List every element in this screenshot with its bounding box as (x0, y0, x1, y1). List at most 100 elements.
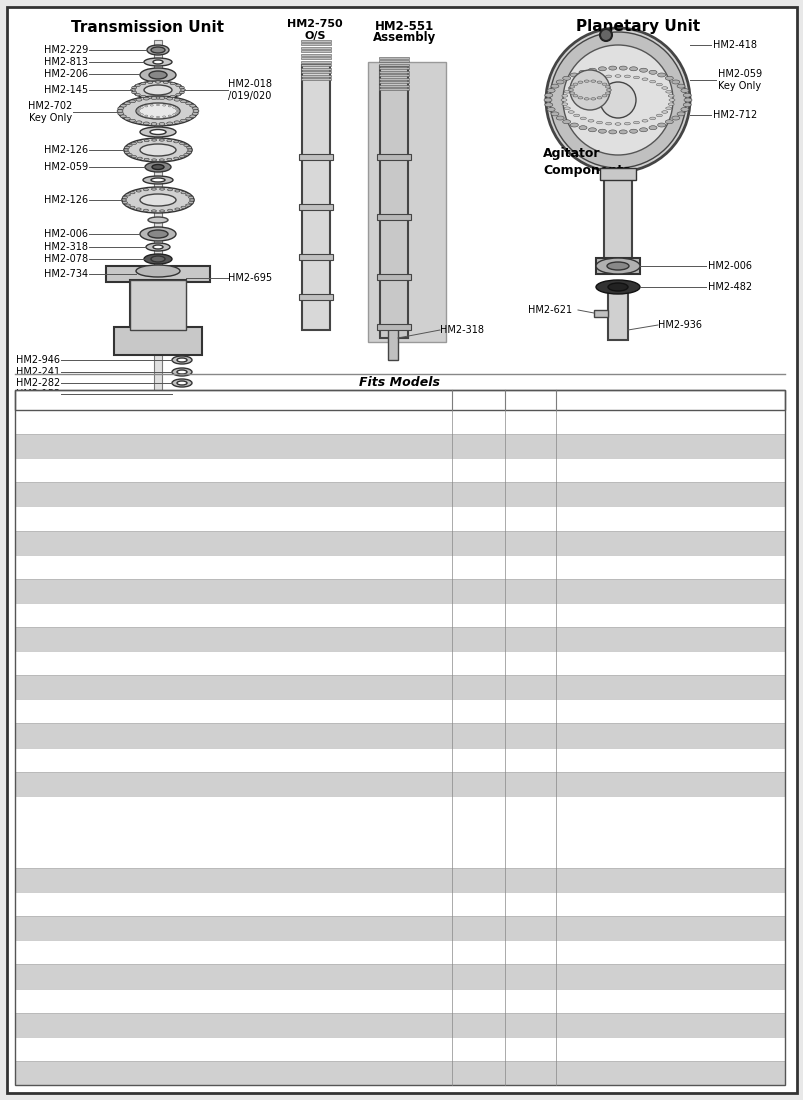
Text: Special Nut: Special Nut (19, 706, 79, 716)
Text: HM2-078: HM2-078 (44, 254, 88, 264)
Text: HM2-418: HM2-418 (657, 755, 704, 764)
Bar (378, 64, 409, 66)
Ellipse shape (132, 86, 137, 89)
Text: A120: A120 (449, 395, 480, 405)
Ellipse shape (649, 80, 655, 82)
Ellipse shape (150, 116, 153, 118)
Text: x: x (514, 514, 520, 524)
Ellipse shape (124, 148, 128, 151)
Ellipse shape (667, 95, 674, 97)
Ellipse shape (137, 112, 141, 113)
Text: 107145: 107145 (557, 586, 597, 596)
Ellipse shape (148, 217, 168, 223)
Ellipse shape (159, 139, 164, 141)
Bar (15, 892, 784, 916)
Text: x: x (462, 634, 467, 643)
Ellipse shape (642, 120, 647, 122)
Circle shape (599, 82, 635, 118)
Text: 12430-17: 12430-17 (557, 730, 607, 740)
Text: 24551: 24551 (557, 827, 590, 837)
Bar (378, 77, 409, 79)
Ellipse shape (561, 95, 567, 97)
Text: HM2-006: HM2-006 (44, 229, 88, 239)
Ellipse shape (153, 245, 163, 249)
Bar (603, 178, 631, 260)
Text: Bearing Shim Washer (.010"): Bearing Shim Washer (.010") (19, 490, 170, 499)
Ellipse shape (584, 80, 589, 82)
Ellipse shape (137, 110, 140, 112)
Text: HM2-153: HM2-153 (657, 609, 704, 620)
Bar (300, 50, 331, 52)
Text: 109070-2: 109070-2 (657, 923, 707, 933)
Ellipse shape (680, 89, 688, 92)
Text: Oil Seal: Oil Seal (19, 779, 59, 789)
Ellipse shape (185, 102, 191, 104)
Text: plus Diving Key Control, Arm, Spring, Rivet and: plus Diving Key Control, Arm, Spring, Ri… (19, 827, 265, 837)
Ellipse shape (192, 112, 198, 115)
Ellipse shape (147, 45, 169, 55)
Text: x: x (462, 490, 467, 499)
Text: Bearing Shim Washer (.003"): Bearing Shim Washer (.003") (19, 465, 170, 475)
Ellipse shape (190, 114, 195, 118)
Ellipse shape (137, 108, 141, 110)
Ellipse shape (144, 158, 149, 161)
Text: BB-20-6: BB-20-6 (557, 417, 599, 427)
Ellipse shape (192, 107, 198, 110)
Text: HM2-282: HM2-282 (16, 378, 60, 388)
Ellipse shape (151, 97, 157, 99)
Text: 23482: 23482 (557, 779, 590, 789)
Text: Planetary Bearing: Planetary Bearing (19, 417, 112, 427)
Text: Key (Middle): Key (Middle) (19, 923, 84, 933)
Ellipse shape (177, 358, 187, 362)
Bar (378, 67, 409, 69)
Ellipse shape (162, 104, 165, 106)
Ellipse shape (140, 144, 176, 156)
Ellipse shape (151, 178, 165, 182)
Text: Fiber Washer (Pkg./10): Fiber Washer (Pkg./10) (19, 1068, 137, 1078)
Ellipse shape (605, 122, 611, 125)
Text: x: x (462, 971, 467, 981)
Ellipse shape (181, 191, 185, 194)
Ellipse shape (141, 82, 145, 85)
Bar (377, 324, 410, 330)
Ellipse shape (683, 102, 691, 107)
Ellipse shape (173, 113, 176, 116)
Ellipse shape (173, 121, 180, 123)
Bar (15, 748, 784, 771)
Ellipse shape (578, 70, 586, 75)
Text: Planetary Unit: Planetary Unit (575, 20, 699, 34)
Ellipse shape (180, 119, 186, 122)
Ellipse shape (148, 97, 153, 99)
Ellipse shape (564, 90, 569, 94)
Text: Assembly: Assembly (373, 32, 436, 44)
Text: HM2-059: HM2-059 (657, 514, 704, 524)
Ellipse shape (132, 81, 184, 99)
Bar (15, 724, 784, 748)
Bar (15, 554, 784, 579)
Ellipse shape (122, 187, 194, 213)
Bar (388, 328, 397, 360)
Bar (378, 88, 409, 90)
Text: x: x (462, 923, 467, 933)
Ellipse shape (157, 104, 159, 106)
Text: Bearing: Bearing (19, 947, 59, 957)
Ellipse shape (150, 104, 153, 106)
Text: HM2-241: HM2-241 (16, 367, 60, 377)
Ellipse shape (179, 91, 184, 94)
Ellipse shape (145, 162, 171, 172)
Text: x: x (462, 899, 467, 910)
Ellipse shape (151, 47, 165, 53)
Ellipse shape (629, 67, 637, 70)
Ellipse shape (143, 122, 149, 124)
Text: x: x (514, 755, 520, 764)
Ellipse shape (605, 75, 611, 78)
Text: x: x (514, 538, 520, 548)
Text: x: x (462, 730, 467, 740)
Ellipse shape (159, 97, 165, 99)
Ellipse shape (143, 209, 149, 211)
Ellipse shape (577, 81, 582, 84)
Ellipse shape (657, 73, 665, 77)
Ellipse shape (618, 130, 626, 134)
Text: x: x (514, 899, 520, 910)
Text: WS-010-18: WS-010-18 (557, 441, 614, 451)
